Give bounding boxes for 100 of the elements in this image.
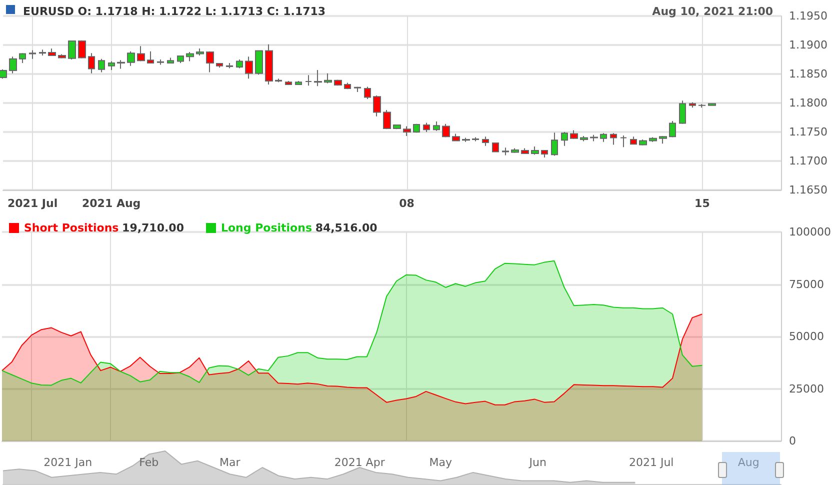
annotation: 19,710.00 <box>122 222 184 234</box>
candlestick <box>541 149 548 158</box>
candlestick <box>117 60 125 70</box>
y-tick-label: 1.1650 <box>789 184 828 196</box>
candlestick <box>305 74 312 86</box>
candlestick <box>472 136 479 142</box>
candlestick <box>492 142 499 153</box>
candlestick <box>639 139 647 146</box>
candlestick <box>580 136 588 142</box>
candlestick <box>255 50 263 76</box>
y-tick-label: 1.1900 <box>789 38 828 52</box>
candlestick <box>413 123 420 134</box>
candlestick <box>708 103 716 106</box>
candlestick <box>98 58 105 73</box>
candlestick <box>285 80 292 86</box>
x-tick-label: 08 <box>399 197 414 210</box>
x-tick-label: 2021 Aug <box>82 197 141 210</box>
x-tick-label: 2021 Jan <box>44 456 92 469</box>
candlestick <box>78 40 86 59</box>
candlestick <box>502 147 509 156</box>
candlestick <box>698 104 706 108</box>
chart-subtitle: Aug 10, 2021 21:00 <box>652 5 774 18</box>
candlestick <box>423 122 430 132</box>
candlestick <box>127 50 135 66</box>
candlestick <box>590 134 598 142</box>
candlestick <box>610 132 617 146</box>
candlestick <box>620 134 627 148</box>
candlestick <box>511 148 519 154</box>
candlestick <box>373 94 381 117</box>
candlestick <box>354 86 361 92</box>
candlestick <box>88 52 95 74</box>
candlestick <box>334 79 342 86</box>
y-tick-label: 1.1700 <box>789 154 828 168</box>
x-tick-label: Jun <box>528 456 546 469</box>
candlestick <box>324 72 332 84</box>
x-tick-label: 2021 Jul <box>7 197 58 210</box>
candlestick <box>206 50 214 73</box>
y-tick-label: 75000 <box>789 278 824 291</box>
candlestick <box>561 132 568 146</box>
candlestick <box>462 137 470 142</box>
legend-label: Short Positions <box>24 222 120 234</box>
x-tick-label: Feb <box>139 456 159 469</box>
candlestick <box>48 48 56 57</box>
candlestick <box>452 133 460 142</box>
candlestick <box>295 80 302 86</box>
x-tick-label: 2021 Jul <box>628 456 674 469</box>
candlestick <box>364 86 371 100</box>
candlestick <box>630 136 637 145</box>
candlestick <box>58 54 66 59</box>
candlestick <box>19 52 26 64</box>
x-tick-label: Aug <box>738 456 760 469</box>
candlestick <box>226 62 233 69</box>
candlestick <box>236 59 243 69</box>
candlestick <box>531 146 539 156</box>
y-tick-label: 0 <box>789 434 796 448</box>
annotation: 84,516.00 <box>315 222 378 234</box>
legend-label: Long Positions <box>220 222 312 234</box>
candlestick <box>186 51 194 62</box>
candlestick <box>275 78 282 83</box>
candlestick <box>393 124 401 130</box>
candlestick <box>39 49 46 56</box>
candlestick <box>659 136 667 144</box>
candlestick <box>482 136 489 146</box>
candlestick <box>177 54 184 64</box>
x-tick-label: Mar <box>220 456 241 469</box>
candlestick <box>137 46 145 62</box>
candlestick <box>600 132 607 142</box>
candlestick <box>383 109 391 130</box>
candlestick <box>265 44 273 85</box>
candlestick <box>649 136 657 142</box>
candlestick <box>403 126 411 137</box>
y-tick-label: 1.1750 <box>789 126 828 138</box>
x-tick-label: 15 <box>694 197 710 210</box>
chart-title: EURUSD O: 1.1718 H: 1.1722 L: 1.1713 C: 1.1713 <box>23 5 326 18</box>
y-tick-label: 1.1850 <box>789 68 828 80</box>
candlestick <box>147 50 154 64</box>
y-tick-label: 100000 <box>789 226 831 238</box>
candlestick <box>216 62 223 68</box>
candlestick <box>245 56 253 80</box>
candlestick <box>108 60 115 70</box>
x-tick-label: May <box>429 456 452 469</box>
candlestick <box>679 100 686 124</box>
candlestick <box>29 50 36 60</box>
candlestick <box>433 121 440 132</box>
y-tick-label: 1.1950 <box>789 10 828 22</box>
candlestick <box>167 57 174 64</box>
candlestick <box>314 69 322 87</box>
candlestick <box>9 56 17 74</box>
candlestick <box>521 148 529 154</box>
candlestick <box>442 123 450 138</box>
candlestick <box>68 40 76 60</box>
candlestick <box>570 130 578 140</box>
y-tick-label: 50000 <box>789 330 824 343</box>
x-tick-label: 2021 Apr <box>334 456 386 469</box>
candlestick <box>344 82 351 90</box>
candlestick <box>196 48 204 56</box>
candlestick <box>551 132 558 156</box>
y-tick-label: 25000 <box>789 382 824 396</box>
candlestick <box>669 120 676 138</box>
candlestick <box>157 59 164 66</box>
